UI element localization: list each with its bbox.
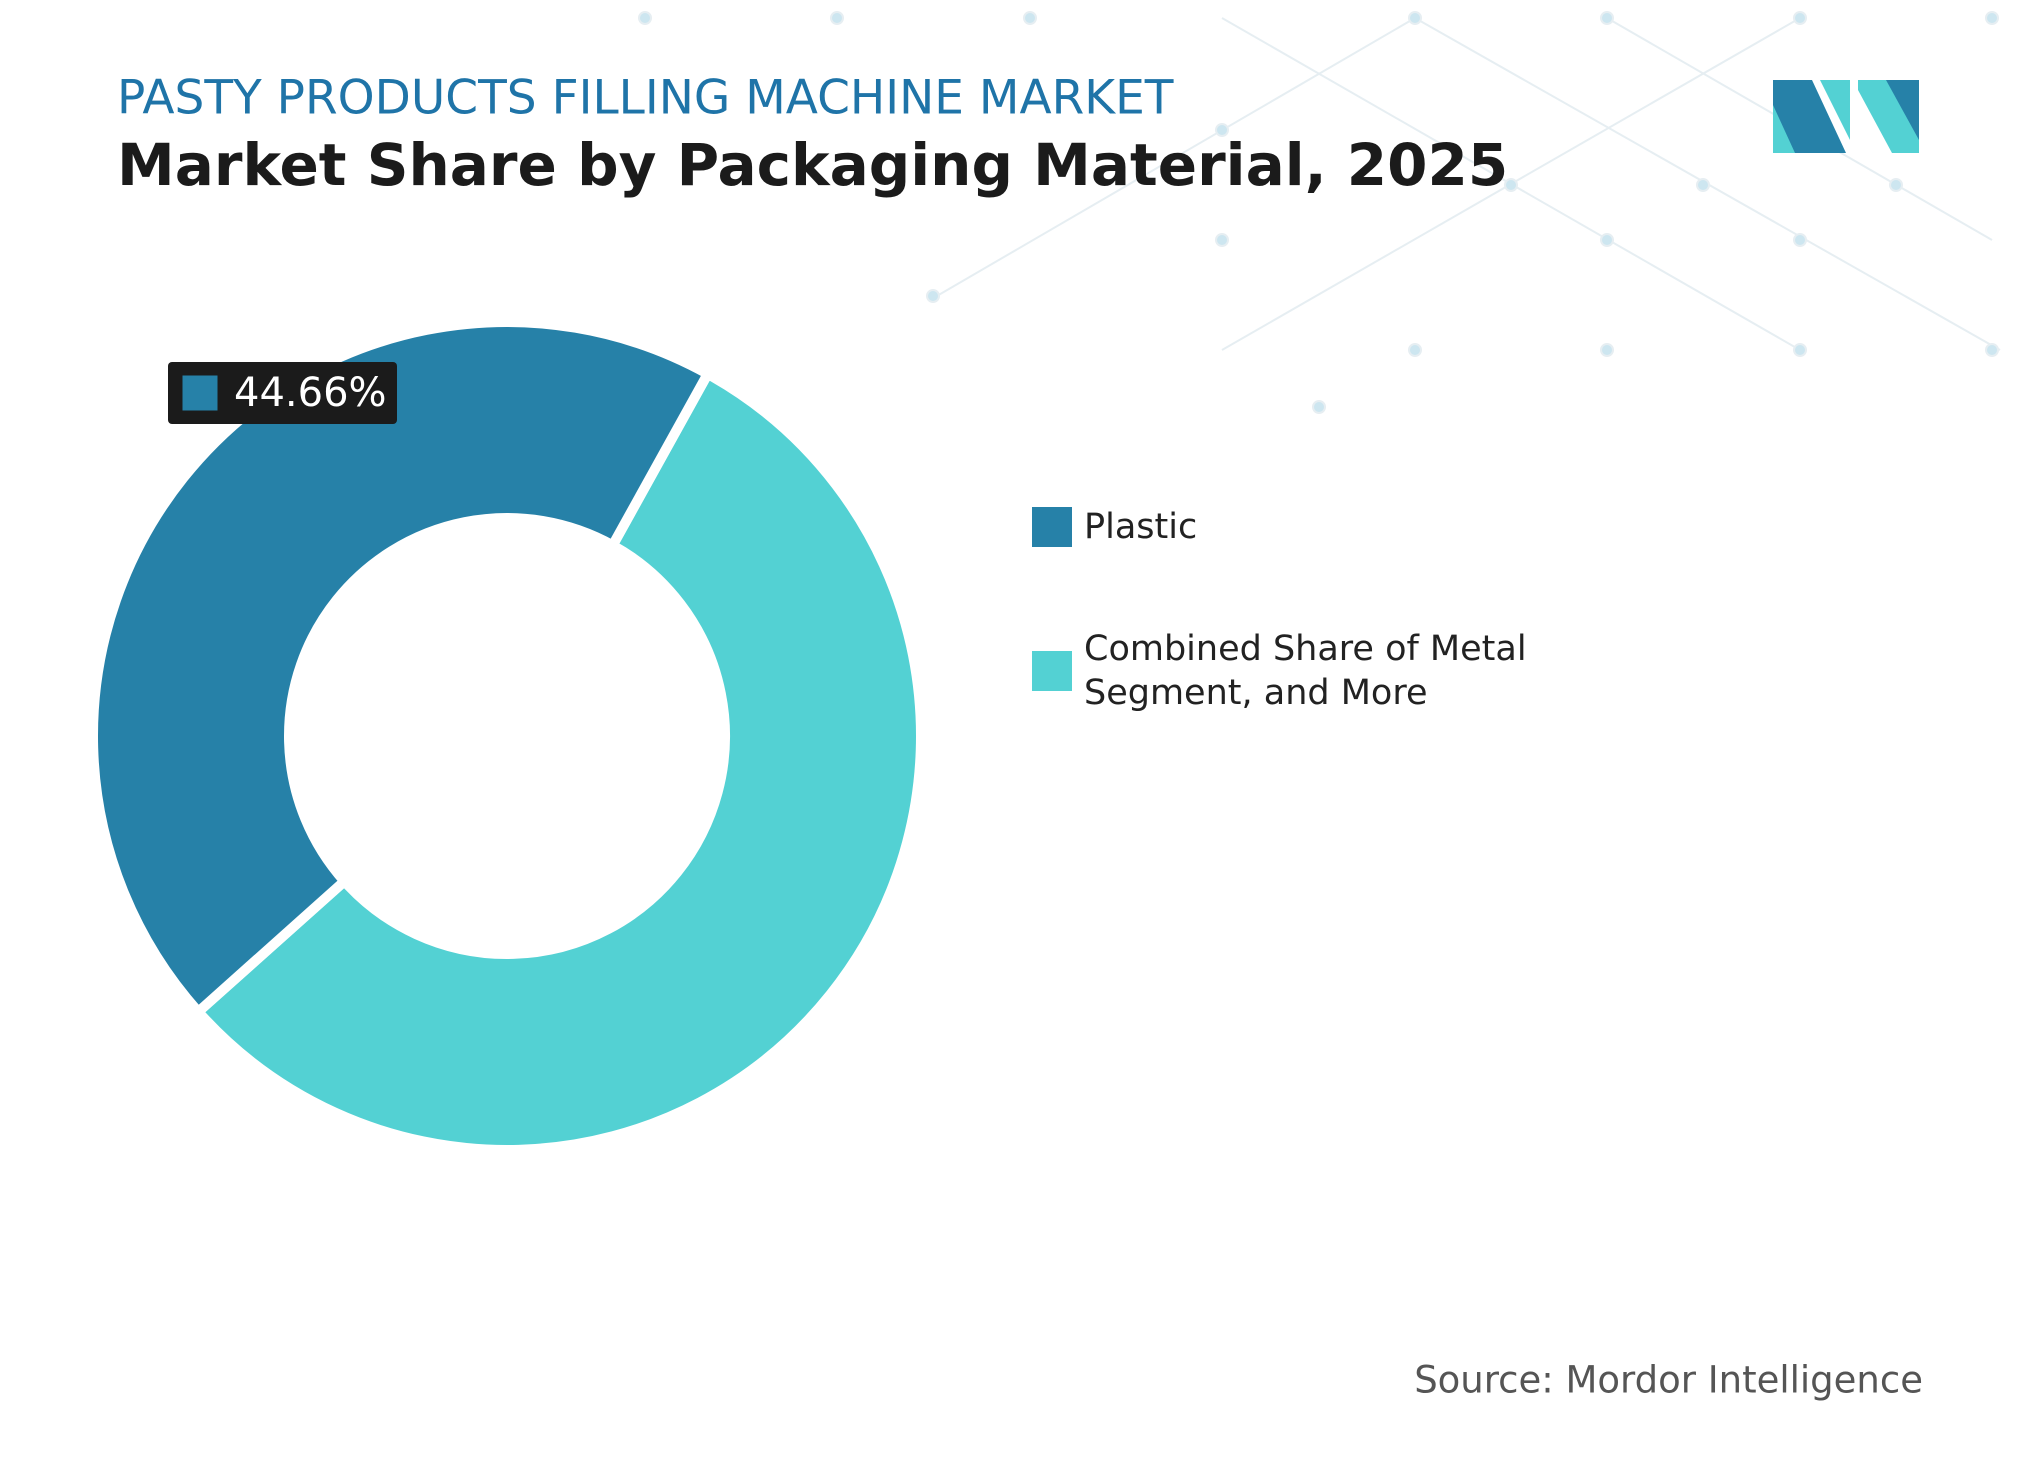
chart-title: Market Share by Packaging Material, 2025 xyxy=(117,131,1508,199)
legend-label: Plastic xyxy=(1084,507,1198,547)
legend-item: Combined Share of Metal Segment, and Mor… xyxy=(1032,627,1584,715)
legend-swatch xyxy=(1032,507,1072,547)
logo xyxy=(1773,80,1919,153)
value-label-swatch xyxy=(181,374,219,412)
value-label-box xyxy=(168,362,397,424)
donut: 44.66% xyxy=(87,317,926,1155)
source: Source: Mordor Intelligence xyxy=(1414,1359,1923,1402)
value-label: 44.66% xyxy=(234,370,387,416)
legend-item: Plastic xyxy=(1032,505,1584,549)
legend-swatch xyxy=(1032,651,1072,691)
donut-segment xyxy=(191,367,926,1155)
background-pattern xyxy=(638,11,2001,414)
legend-label: Combined Share of Metal Segment, and Mor… xyxy=(1084,629,1527,713)
donut-segment xyxy=(87,317,715,1019)
heading: PASTY PRODUCTS FILLING MACHINE MARKET xyxy=(117,71,1174,126)
